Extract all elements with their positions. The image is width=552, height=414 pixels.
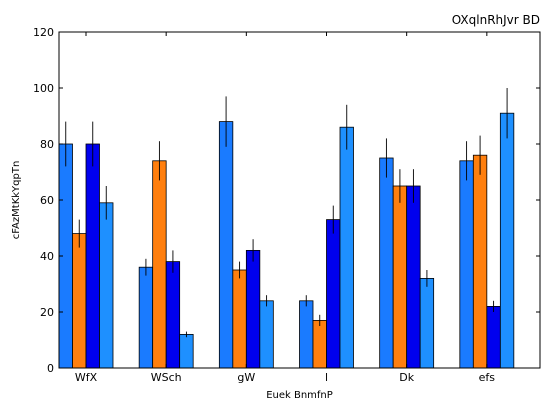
bar-WSch-series-3 (166, 262, 180, 368)
x-tick-label: gW (237, 371, 255, 384)
bar-efs-series-3 (487, 306, 501, 368)
bar-WfX-series-2 (73, 234, 87, 368)
x-tick-label: efs (479, 371, 496, 384)
bar-gW-series-3 (246, 250, 259, 368)
y-tick-label: 40 (40, 250, 54, 263)
y-tick-label: 0 (47, 362, 54, 375)
x-tick-label: WfX (75, 371, 98, 384)
bar-Dk-series-1 (380, 158, 394, 368)
chart-title: OXqlnRhJvr BD (452, 13, 540, 27)
y-tick-label: 80 (40, 138, 54, 151)
bar-WfX-series-3 (86, 144, 100, 368)
bar-Dk-series-4 (420, 278, 434, 368)
y-axis-label: cFAzMtKkYqpTn (11, 161, 22, 240)
bar-efs-series-2 (473, 155, 487, 368)
bar-l-series-1 (300, 301, 314, 368)
x-tick-label: WSch (151, 371, 182, 384)
bar-l-series-2 (313, 320, 327, 368)
bar-gW-series-1 (219, 122, 233, 368)
bar-gW-series-2 (233, 270, 247, 368)
bar-Dk-series-2 (393, 186, 407, 368)
x-tick-label: l (325, 371, 328, 384)
x-tick-label: Dk (399, 371, 414, 384)
bars-layer (59, 113, 514, 368)
y-tick-label: 60 (40, 194, 54, 207)
error-bars-layer (66, 88, 507, 337)
bar-l-series-4 (340, 127, 354, 368)
bar-Dk-series-3 (407, 186, 421, 368)
bar-WSch-series-2 (153, 161, 167, 368)
bar-efs-series-4 (500, 113, 514, 368)
bar-l-series-3 (327, 220, 341, 368)
bar-WSch-series-4 (180, 334, 194, 368)
x-axis-label: Euek BnmfnP (266, 390, 333, 401)
y-tick-label: 120 (33, 26, 54, 39)
bar-WSch-series-1 (139, 267, 153, 368)
y-tick-label: 20 (40, 306, 54, 319)
bar-WfX-series-4 (100, 203, 114, 368)
bar-efs-series-1 (460, 161, 474, 368)
bar-gW-series-4 (260, 301, 274, 368)
y-tick-label: 100 (33, 82, 54, 95)
